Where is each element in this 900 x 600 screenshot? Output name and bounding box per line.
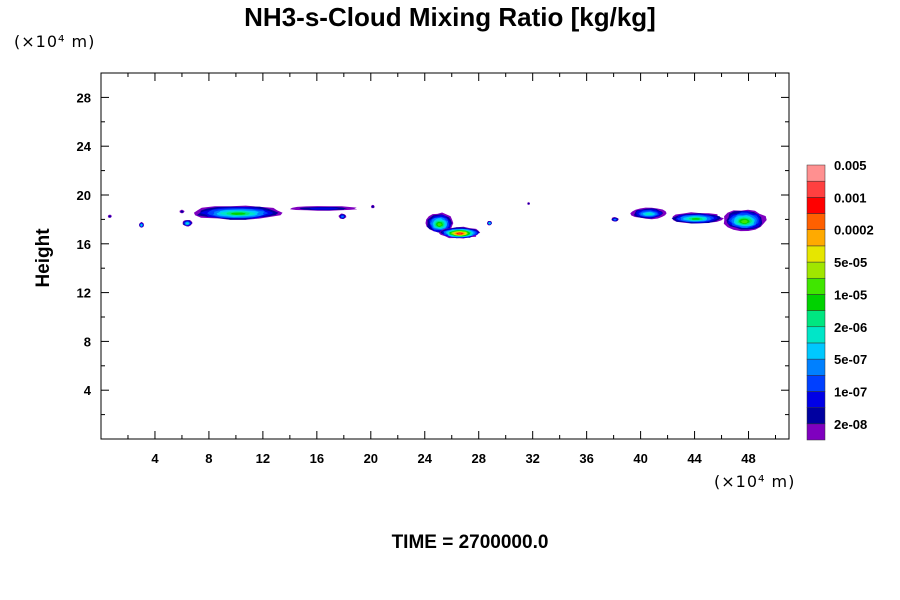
colorbar-label: 5e-07 bbox=[834, 352, 867, 367]
colorbar-swatch bbox=[806, 342, 826, 360]
cloud-level bbox=[645, 212, 653, 216]
cloud-level bbox=[613, 219, 616, 221]
colorbar-label: 2e-08 bbox=[834, 417, 867, 432]
cloud-level bbox=[186, 222, 189, 225]
y-tick-label: 4 bbox=[84, 383, 92, 398]
cloud-patch bbox=[107, 214, 112, 218]
cloud-level bbox=[371, 205, 374, 208]
cloud-level bbox=[691, 218, 701, 220]
y-tick-label: 16 bbox=[77, 237, 91, 252]
x-tick-label: 48 bbox=[741, 451, 755, 466]
cloud-patch bbox=[630, 207, 667, 220]
colorbar-swatch bbox=[806, 358, 826, 376]
colorbar-label: 5e-05 bbox=[834, 255, 867, 270]
x-tick-label: 16 bbox=[310, 451, 324, 466]
colorbar-label: 1e-07 bbox=[834, 384, 867, 399]
cloud-level bbox=[108, 215, 111, 218]
cloud-field bbox=[107, 202, 767, 239]
colorbar-label: 0.0002 bbox=[834, 223, 874, 238]
cloud-patch bbox=[139, 221, 144, 228]
x-tick-label: 36 bbox=[579, 451, 593, 466]
colorbar-swatch bbox=[806, 277, 826, 295]
colorbar-swatch bbox=[806, 294, 826, 311]
colorbar-swatch bbox=[806, 213, 826, 230]
colorbar-swatch bbox=[806, 164, 826, 182]
y-tick-label: 8 bbox=[84, 334, 91, 349]
cloud-patch bbox=[438, 226, 481, 239]
x-tick-label: 24 bbox=[418, 451, 433, 466]
y-tick-label: 24 bbox=[77, 139, 92, 154]
cloud-level bbox=[741, 219, 748, 224]
cloud-level bbox=[527, 202, 530, 205]
colorbar-swatch bbox=[806, 407, 826, 425]
x-tick-label: 32 bbox=[525, 451, 539, 466]
cloud-patch bbox=[425, 212, 454, 233]
cloud-patch bbox=[487, 221, 492, 226]
colorbar-swatch bbox=[806, 423, 826, 441]
y-tick-label: 20 bbox=[77, 188, 91, 203]
cloud-level bbox=[489, 223, 490, 224]
x-tick-label: 28 bbox=[471, 451, 485, 466]
colorbar-swatch bbox=[806, 180, 826, 198]
time-label: TIME = 2700000.0 bbox=[391, 532, 549, 553]
colorbar: 2e-08 1e-07 5e-07 2e-06 1e-05 5e-05 0.0002 0.00… bbox=[806, 158, 874, 441]
chart-title: NH3-s-Cloud Mixing Ratio [kg/kg] bbox=[244, 2, 656, 32]
x-tick-label: 8 bbox=[205, 451, 212, 466]
x-tick-label: 20 bbox=[364, 451, 378, 466]
colorbar-swatch bbox=[806, 197, 826, 214]
colorbar-label: 2e-06 bbox=[834, 320, 867, 335]
colorbar-swatch bbox=[806, 261, 826, 279]
colorbar-label: 0.005 bbox=[834, 158, 867, 173]
cloud-level bbox=[341, 215, 344, 218]
cloud-patch bbox=[527, 202, 530, 205]
cloud-level bbox=[180, 210, 184, 213]
cloud-patch bbox=[179, 209, 185, 214]
y-axis-unit: (×10⁴ m) bbox=[14, 32, 96, 51]
colorbar-label: 0.001 bbox=[834, 190, 867, 205]
cloud-patch bbox=[182, 220, 193, 227]
colorbar-label: 1e-05 bbox=[834, 287, 867, 302]
y-tick-label: 12 bbox=[77, 286, 91, 301]
colorbar-swatch bbox=[806, 326, 826, 344]
x-tick-label: 40 bbox=[633, 451, 647, 466]
colorbar-swatch bbox=[806, 375, 826, 392]
y-tick-label: 28 bbox=[77, 90, 91, 105]
cloud-level bbox=[230, 212, 246, 215]
cloud-patch bbox=[193, 205, 283, 220]
cloud-level bbox=[437, 223, 442, 227]
cloud-patch bbox=[290, 206, 358, 211]
colorbar-swatch bbox=[806, 229, 826, 247]
colorbar-swatch bbox=[806, 391, 826, 408]
cloud-patch bbox=[338, 213, 347, 220]
cloud-patch bbox=[371, 204, 375, 209]
x-tick-label: 12 bbox=[256, 451, 270, 466]
colorbar-swatch bbox=[806, 245, 826, 263]
cloud-patch bbox=[671, 212, 724, 224]
cloud-patch bbox=[611, 217, 619, 222]
x-axis-unit: (×10⁴ m) bbox=[714, 472, 796, 491]
x-tick-label: 4 bbox=[151, 451, 159, 466]
cloud-level bbox=[309, 207, 339, 210]
colorbar-swatch bbox=[806, 310, 826, 328]
cloud-level bbox=[141, 224, 142, 226]
x-tick-label: 44 bbox=[687, 451, 702, 466]
cloud-patch bbox=[723, 209, 767, 232]
plot-frame bbox=[100, 72, 790, 440]
cloud-level bbox=[458, 233, 462, 235]
